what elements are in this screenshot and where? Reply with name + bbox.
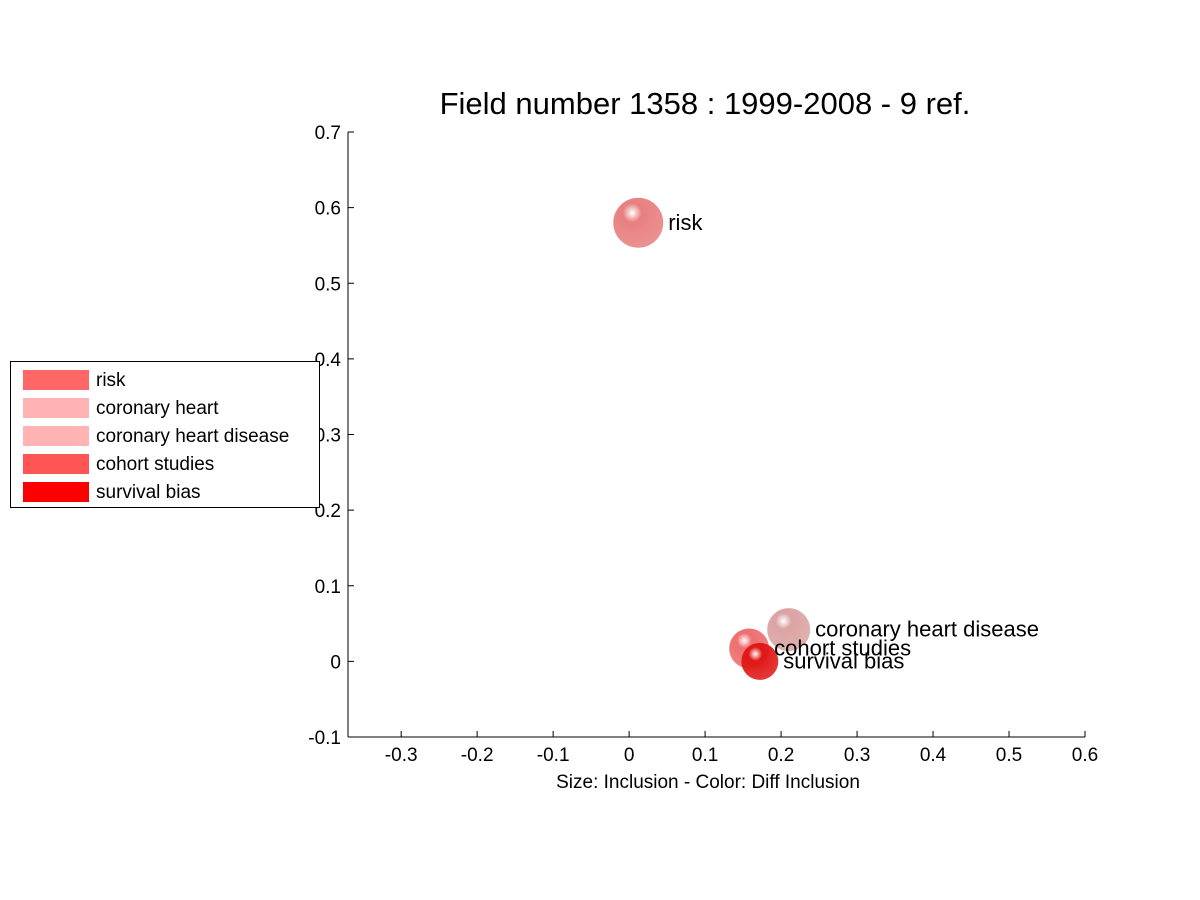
data-point-label: cohort studies <box>774 636 911 661</box>
data-point-label: survival bias <box>783 648 904 673</box>
legend-label: coronary heart <box>96 398 219 419</box>
x-tick-label: 0.4 <box>920 745 947 766</box>
y-tick-label: 0.5 <box>315 274 341 295</box>
data-point-marker <box>613 197 664 248</box>
y-tick-label: 0.6 <box>315 199 341 220</box>
y-tick-label: 0 <box>330 652 341 673</box>
y-tick-label: 0.7 <box>315 123 341 144</box>
legend-label: coronary heart disease <box>96 426 290 447</box>
legend-swatch <box>23 482 89 502</box>
x-tick-label: 0.3 <box>844 745 870 766</box>
plot-axes <box>347 132 1085 738</box>
data-point-marker <box>741 642 779 680</box>
x-tick-label: 0.5 <box>996 745 1022 766</box>
legend-label: survival bias <box>96 482 201 503</box>
data-point-label: risk <box>668 210 703 235</box>
x-tick-label: -0.3 <box>385 745 418 766</box>
chart-title: Field number 1358 : 1999-2008 - 9 ref. <box>440 86 971 121</box>
x-tick-label: 0.6 <box>1072 745 1098 766</box>
x-tick-label: -0.1 <box>537 745 570 766</box>
data-point-marker <box>767 608 811 652</box>
x-tick-label: 0 <box>624 745 635 766</box>
y-tick-label: 0.2 <box>315 501 341 522</box>
y-tick-label: -0.1 <box>308 728 341 749</box>
chart-legend: risk coronary heart coronary heart disea… <box>10 361 320 508</box>
x-axis-label: Size: Inclusion - Color: Diff Inclusion <box>556 772 860 793</box>
legend-label: risk <box>96 370 126 391</box>
legend-swatch <box>23 454 89 474</box>
legend-swatch <box>23 426 89 446</box>
y-tick-label: 0.3 <box>315 426 341 447</box>
legend-label: cohort studies <box>96 454 215 475</box>
legend-swatch <box>23 370 89 390</box>
y-tick-label: 0.4 <box>315 350 342 371</box>
legend-swatch <box>23 398 89 418</box>
x-tick-label: 0.1 <box>692 745 718 766</box>
axis-ticks: -0.3 -0.2 -0.1 0 0.1 0.2 0.3 0.4 0.5 0.6 -0.1 0 0.1 0… <box>308 123 1098 766</box>
y-tick-label: 0.1 <box>315 577 341 598</box>
x-tick-label: 0.2 <box>768 745 794 766</box>
x-tick-label: -0.2 <box>461 745 494 766</box>
data-point-label: coronary heart disease <box>815 617 1039 642</box>
